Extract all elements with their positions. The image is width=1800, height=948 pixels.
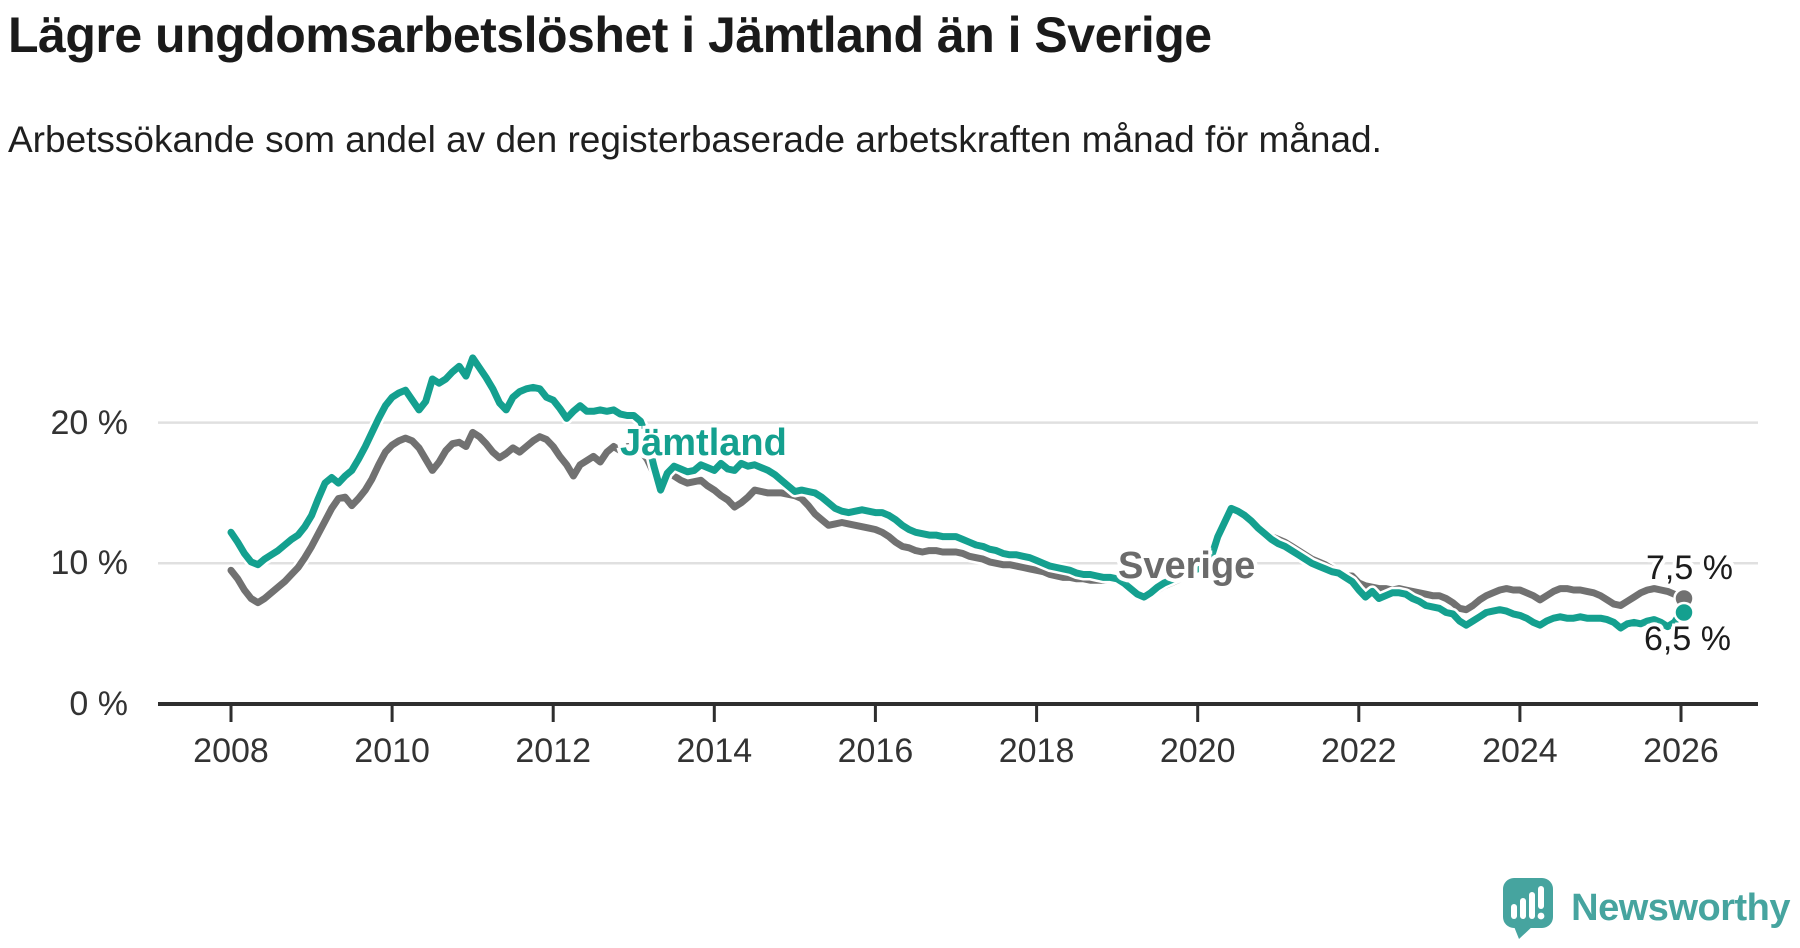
y-axis-tick-label: 10 % [50, 544, 129, 583]
x-axis-tick-label: 2026 [1643, 732, 1719, 770]
x-axis-tick-label: 2012 [515, 732, 592, 770]
end-value-sverige: 7,5 % [1646, 549, 1733, 587]
series-label-sverige: Sverige [1118, 545, 1256, 587]
x-axis-tick-label: 2014 [676, 732, 753, 770]
x-axis-tick-label: 2022 [1320, 732, 1397, 770]
chart-title: Lägre ungdomsarbetslöshet i Jämtland än … [8, 7, 1212, 63]
x-axis-tick-label: 2020 [1159, 732, 1236, 770]
brand-name: Newsworthy [1571, 886, 1790, 929]
x-axis-tick-label: 2024 [1482, 732, 1558, 770]
x-axis-tick-label: 2008 [193, 732, 269, 770]
newsworthy-branding: Newsworthy [1501, 876, 1790, 940]
x-axis-tick-label: 2016 [837, 732, 914, 770]
newsworthy-logo-icon [1503, 878, 1554, 939]
y-axis-tick-label: 0 % [69, 685, 128, 723]
series-label-jamtland: Jämtland [620, 422, 787, 464]
y-axis-tick-label: 20 % [50, 403, 129, 442]
end-value-jamtland: 6,5 % [1644, 620, 1731, 658]
x-axis-tick-label: 2010 [354, 732, 430, 770]
x-axis-tick-label: 2018 [998, 732, 1075, 770]
chart-subtitle: Arbetssökande som andel av den registerb… [8, 119, 1382, 160]
